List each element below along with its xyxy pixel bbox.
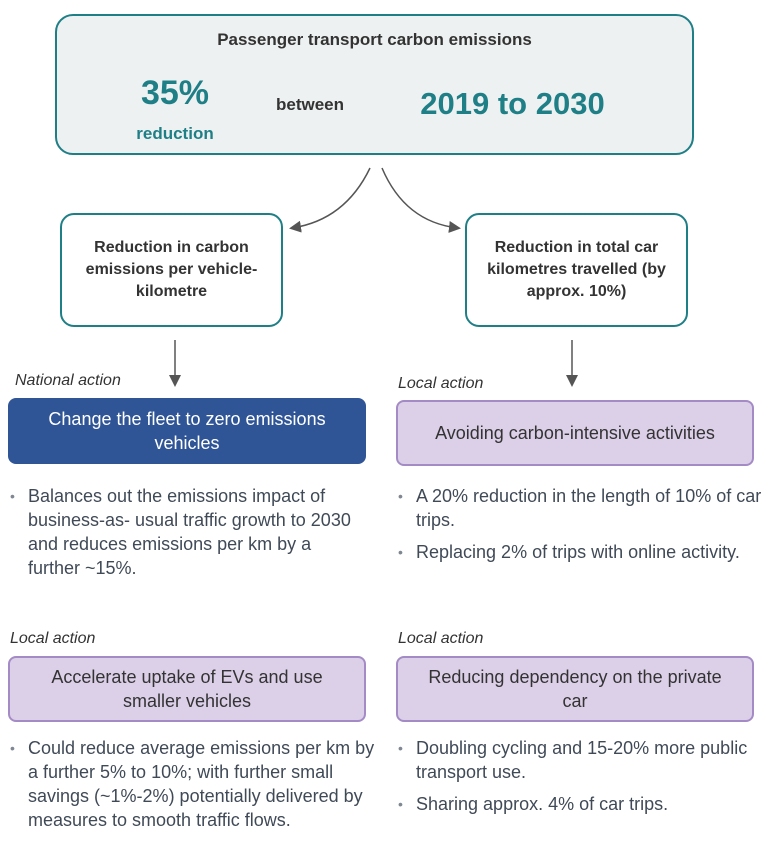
scope-label: Local action: [10, 630, 96, 647]
scope-label: Local action: [398, 630, 484, 647]
action-box: Change the fleet to zero emissions vehic…: [8, 398, 366, 464]
bullet-item: Balances out the emissions impact of bus…: [8, 484, 358, 580]
scope-label: Local action: [398, 375, 484, 392]
connector-text: between: [275, 95, 345, 114]
bullet-item: A 20% reduction in the length of 10% of …: [396, 484, 782, 532]
summary-box: [55, 14, 694, 155]
action-box: Accelerate uptake of EVs and use smaller…: [8, 656, 366, 722]
action-box: Reducing dependency on the private car: [396, 656, 754, 722]
bullet-item: Replacing 2% of trips with online activi…: [396, 540, 782, 564]
branch-box: Reduction in total car kilometres travel…: [465, 213, 688, 327]
bullets: Could reduce average emissions per km by…: [8, 736, 383, 840]
scope-label: National action: [15, 372, 121, 389]
action-box: Avoiding carbon-intensive activities: [396, 400, 754, 466]
period: 2019 to 2030: [420, 86, 605, 121]
branch-box: Reduction in carbon emissions per vehicl…: [60, 213, 283, 327]
summary-title: Passenger transport carbon emissions: [217, 30, 532, 49]
stat-value: 35%: [140, 74, 210, 112]
arrow: [381, 167, 461, 233]
bullets: Balances out the emissions impact of bus…: [8, 484, 358, 588]
arrow: [289, 167, 371, 233]
bullet-item: Sharing approx. 4% of car trips.: [396, 792, 782, 816]
bullet-item: Doubling cycling and 15-20% more public …: [396, 736, 782, 784]
stat-label: reduction: [136, 124, 214, 143]
bullet-item: Could reduce average emissions per km by…: [8, 736, 383, 832]
bullets: Doubling cycling and 15-20% more public …: [396, 736, 782, 824]
bullets: A 20% reduction in the length of 10% of …: [396, 484, 782, 572]
